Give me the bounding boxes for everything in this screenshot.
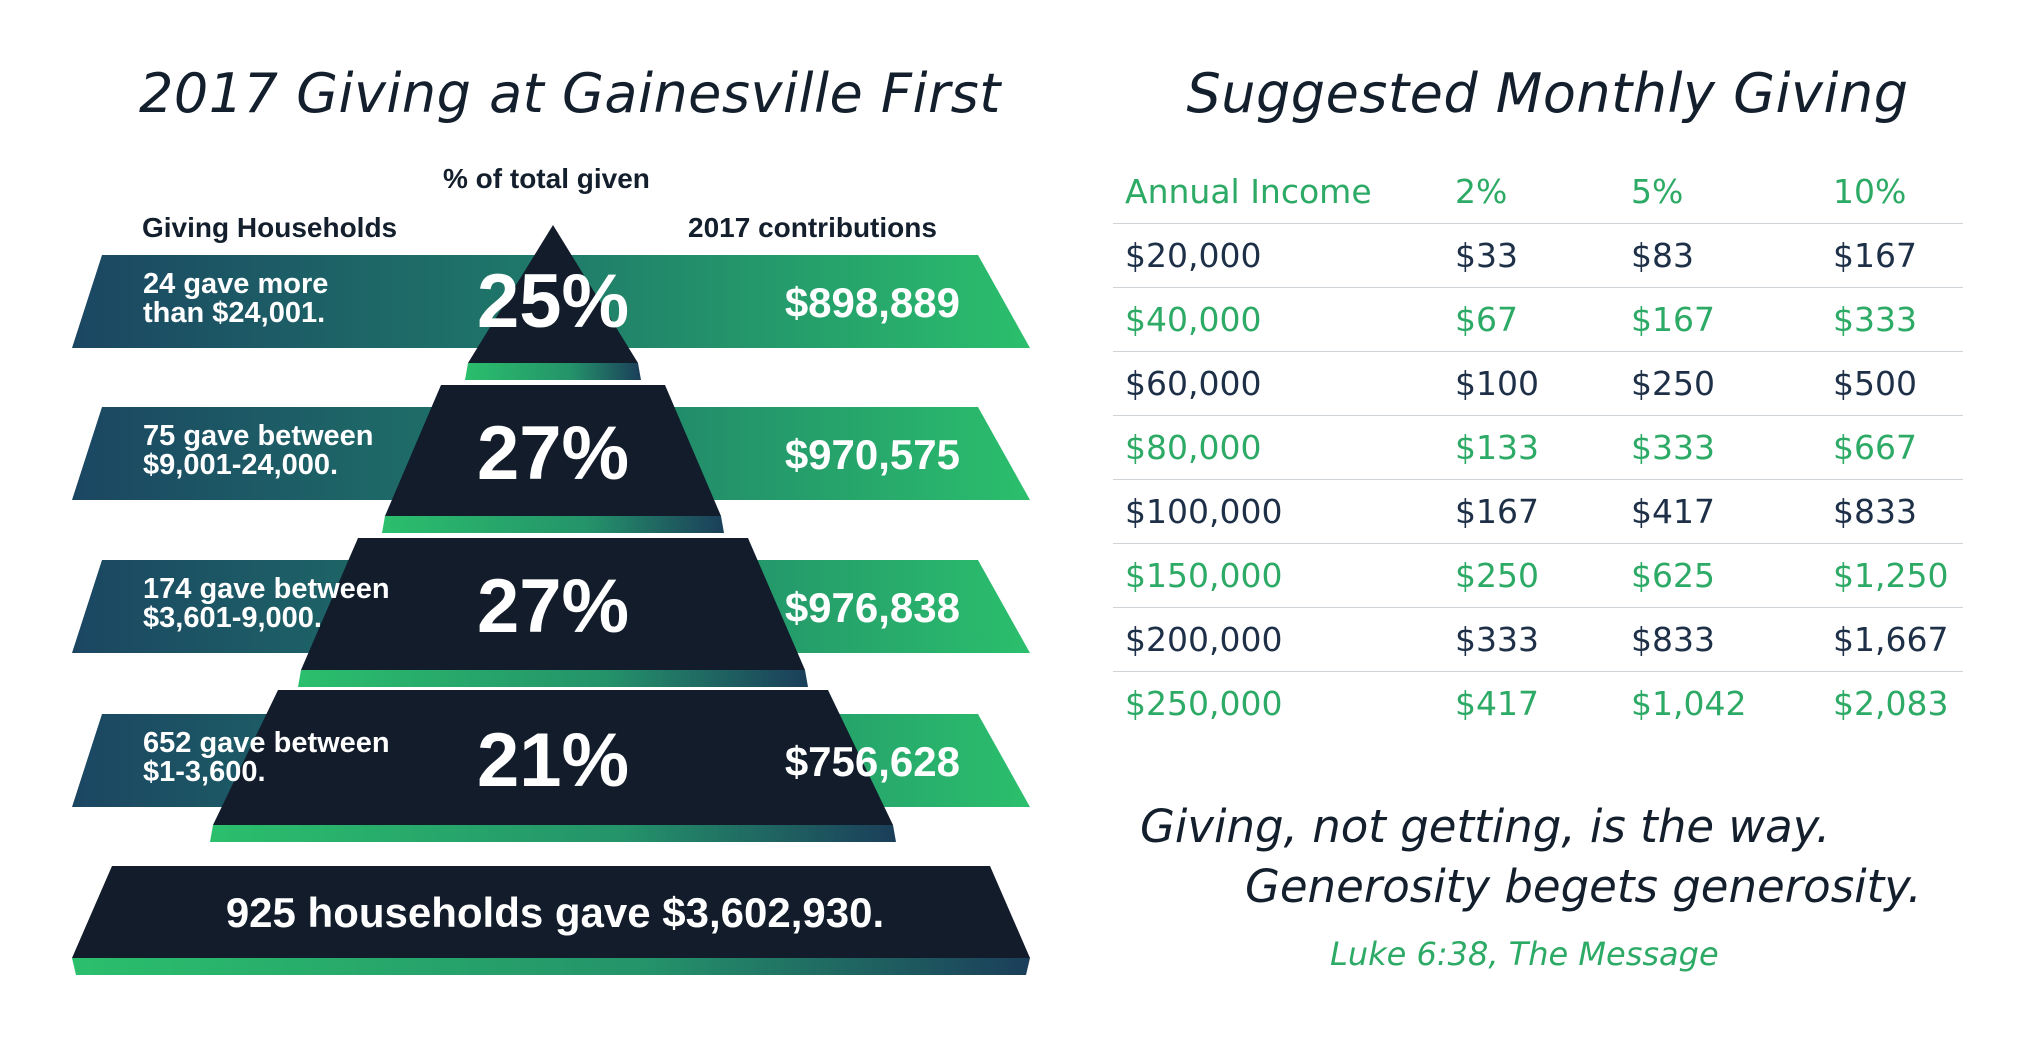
tier-households-label: 174 gave between $3,601-9,000.	[143, 575, 390, 633]
table-cell: $1,250	[1833, 556, 1949, 595]
table-row: $40,000 $67 $167 $333	[1113, 288, 1963, 352]
column-header-10pct: 10%	[1833, 172, 1907, 211]
tier-amount-label: $976,838	[784, 584, 960, 631]
table-cell: $67	[1455, 300, 1518, 339]
table-cell: $1,667	[1833, 620, 1949, 659]
table-cell: $333	[1833, 300, 1917, 339]
quote-line-1: Giving, not getting, is the way.	[1140, 800, 1831, 853]
table-row: $20,000 $33 $83 $167	[1113, 224, 1963, 288]
total-bar	[72, 866, 1030, 958]
pyramid-tier-1	[468, 225, 638, 363]
table-cell: $20,000	[1125, 236, 1262, 275]
table-row: $250,000 $417 $1,042 $2,083	[1113, 672, 1963, 735]
table-cell: $80,000	[1125, 428, 1262, 467]
table-cell: $2,083	[1833, 684, 1949, 723]
table-cell: $100	[1455, 364, 1539, 403]
pyramid-tier-base-3	[298, 670, 808, 687]
tier-percent-label: 25%	[476, 259, 630, 344]
table-cell: $60,000	[1125, 364, 1262, 403]
table-row: $200,000 $333 $833 $1,667	[1113, 608, 1963, 672]
pyramid-tier-4	[213, 690, 893, 825]
table-cell: $1,042	[1631, 684, 1747, 723]
table-row: $100,000 $167 $417 $833	[1113, 480, 1963, 544]
table-cell: $40,000	[1125, 300, 1262, 339]
tier-amount-label: $756,628	[784, 738, 960, 785]
pyramid-tier-base-4	[210, 825, 896, 842]
tier-households-line-1: 174 gave between	[143, 573, 390, 605]
table-cell: $133	[1455, 428, 1539, 467]
table-cell: $833	[1631, 620, 1715, 659]
table-cell: $333	[1455, 620, 1539, 659]
table-cell: $100,000	[1125, 492, 1283, 531]
tier-households-label: 75 gave between $9,001-24,000.	[143, 422, 374, 480]
tier-percent-label: 27%	[476, 411, 630, 496]
table-cell: $167	[1455, 492, 1539, 531]
pyramid-tier-3	[301, 538, 805, 670]
tier-percent-label: 21%	[476, 718, 630, 803]
tier-households-line-2: $9,001-24,000.	[143, 449, 339, 481]
tier-households-label: 652 gave between $1-3,600.	[143, 729, 390, 787]
tier-households-line-2: $1-3,600.	[143, 756, 266, 788]
table-header-row: Annual Income 2% 5% 10%	[1113, 160, 1963, 224]
table-cell: $150,000	[1125, 556, 1283, 595]
tier-households-line-2: $3,601-9,000.	[143, 602, 322, 634]
table-row: $80,000 $133 $333 $667	[1113, 416, 1963, 480]
table-cell: $250	[1455, 556, 1539, 595]
table-cell: $333	[1631, 428, 1715, 467]
total-bar-base	[72, 958, 1030, 975]
table-row: $150,000 $250 $625 $1,250	[1113, 544, 1963, 608]
table-cell: $417	[1631, 492, 1715, 531]
tier-amount-label: $970,575	[784, 431, 960, 478]
table-cell: $250,000	[1125, 684, 1283, 723]
quote-line-2: Generosity begets generosity.	[1245, 860, 1922, 913]
pyramid-tier-base-2	[382, 516, 724, 533]
tier-amount-label: $898,889	[784, 279, 960, 326]
suggested-giving-table: Annual Income 2% 5% 10% $20,000 $33 $83 …	[1113, 160, 1963, 735]
table-row: $60,000 $100 $250 $500	[1113, 352, 1963, 416]
table-cell: $83	[1631, 236, 1694, 275]
table-cell: $667	[1833, 428, 1917, 467]
column-header-income: Annual Income	[1125, 172, 1372, 211]
pyramid-tier-base-1	[465, 363, 641, 380]
contributions-header: 2017 contributions	[688, 212, 937, 243]
table-cell: $167	[1833, 236, 1917, 275]
tier-percent-label: 27%	[476, 564, 630, 649]
tier-households-line-2: than $24,001.	[143, 297, 326, 329]
column-header-5pct: 5%	[1631, 172, 1684, 211]
chart-title: 2017 Giving at Gainesville First	[139, 62, 1001, 125]
table-cell: $200,000	[1125, 620, 1283, 659]
tier-households-line-1: 75 gave between	[143, 420, 374, 452]
percent-header: % of total given	[443, 163, 650, 194]
column-header-2pct: 2%	[1455, 172, 1508, 211]
table-cell: $500	[1833, 364, 1917, 403]
tier-households-line-1: 652 gave between	[143, 727, 390, 759]
total-summary: 925 households gave $3,602,930.	[225, 889, 885, 936]
tier-households-label: 24 gave more than $24,001.	[143, 270, 328, 328]
table-cell: $833	[1833, 492, 1917, 531]
table-cell: $250	[1631, 364, 1715, 403]
table-cell: $33	[1455, 236, 1518, 275]
quote-citation: Luke 6:38, The Message	[1330, 935, 1719, 973]
table-cell: $625	[1631, 556, 1715, 595]
households-header: Giving Households	[142, 212, 398, 243]
table-title: Suggested Monthly Giving	[1186, 62, 1909, 125]
table-cell: $417	[1455, 684, 1539, 723]
tier-households-line-1: 24 gave more	[143, 268, 329, 300]
pyramid-tier-2	[385, 385, 721, 516]
table-cell: $167	[1631, 300, 1715, 339]
